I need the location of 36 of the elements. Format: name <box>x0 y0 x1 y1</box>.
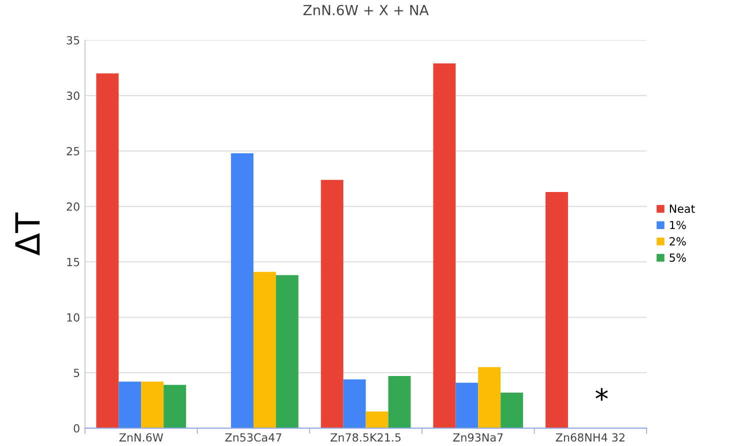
y-tick-label: 30 <box>66 92 80 100</box>
x-tick-label: Zn68NH4 32 <box>556 433 624 442</box>
bar <box>141 382 164 428</box>
legend-label: Neat <box>670 204 695 213</box>
bar <box>343 379 366 428</box>
bar <box>478 367 501 428</box>
bar <box>546 192 568 428</box>
y-tick-label: 20 <box>66 202 80 211</box>
bar <box>231 153 254 428</box>
bar <box>276 275 298 428</box>
bar <box>366 412 388 428</box>
y-axis-title: ΔT <box>15 212 40 256</box>
y-tick-label: 15 <box>67 258 80 266</box>
x-tick-label: Zn78.5K21.5 <box>330 433 401 442</box>
bar <box>500 392 524 428</box>
y-tick-label: 35 <box>66 36 80 45</box>
x-tick-label: ZnN.6W <box>119 433 164 442</box>
bar <box>433 63 456 428</box>
legend-label: 2% <box>670 237 686 246</box>
y-tick-label: 0 <box>74 424 80 433</box>
bar <box>118 382 142 428</box>
annotation: * <box>596 388 608 401</box>
bar <box>253 272 276 428</box>
bar <box>456 382 478 428</box>
bar <box>96 73 119 428</box>
y-tick-label: 10 <box>67 313 80 322</box>
y-tick-label: 25 <box>66 146 80 156</box>
y-tick-label: 5 <box>74 368 80 378</box>
chart-title: ZnN.6W + X + NA <box>303 4 429 16</box>
bar <box>164 384 186 428</box>
legend-label: 5% <box>670 253 686 262</box>
legend-label: 1% <box>670 220 686 230</box>
bar <box>320 180 344 428</box>
bar <box>388 376 411 428</box>
x-tick-label: Zn53Ca47 <box>225 433 282 442</box>
x-tick-label: Zn93Na7 <box>453 433 503 442</box>
